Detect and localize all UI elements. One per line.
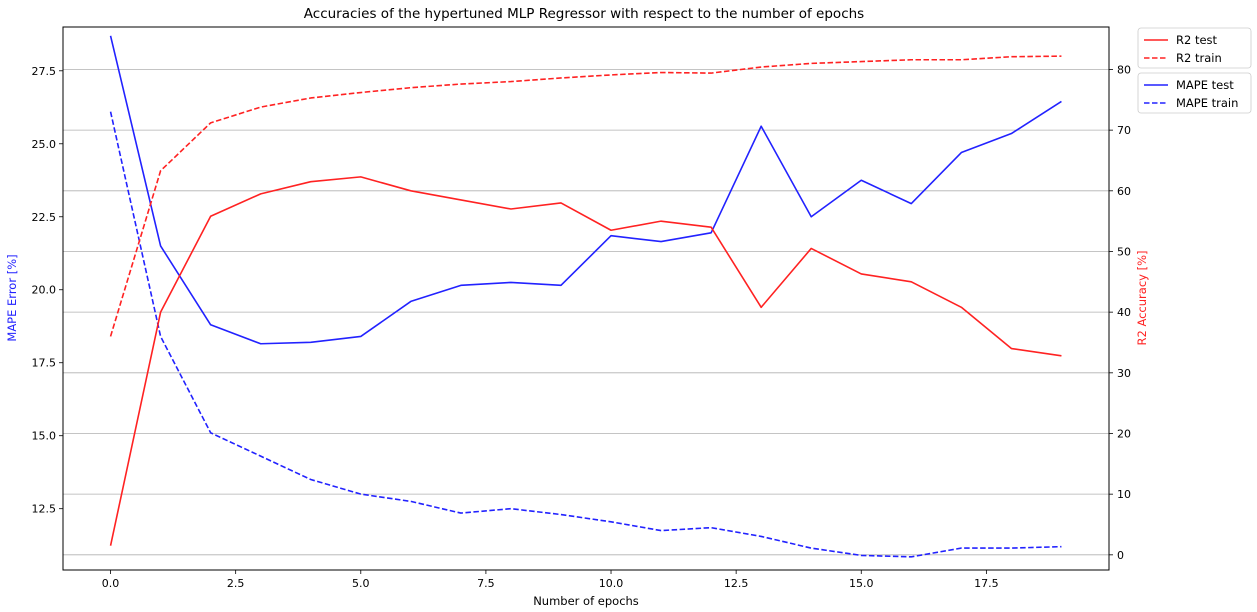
x-tick-label: 17.5	[974, 577, 999, 590]
y-axis-right-label: R2 Accuracy [%]	[1135, 250, 1149, 345]
y-left-tick-label: 27.5	[32, 65, 57, 78]
x-tick-label: 10.0	[599, 577, 624, 590]
y-right-tick-label: 70	[1117, 124, 1131, 137]
plot-frame	[62, 26, 1110, 571]
y-axis-right: 0 10 20 30 40 50 60 70 80	[1109, 63, 1131, 562]
y-right-tick-label: 0	[1117, 549, 1124, 562]
x-tick-label: 7.5	[477, 577, 495, 590]
y-left-tick-label: 20.0	[32, 284, 57, 297]
series-line-mape-train	[109, 111, 1062, 558]
y-left-tick-label: 17.5	[32, 357, 57, 370]
legend-label: MAPE train	[1176, 96, 1238, 110]
x-tick-label: 15.0	[849, 577, 874, 590]
y-left-tick-label: 12.5	[32, 503, 57, 516]
legend-box	[1137, 72, 1252, 114]
legend-box	[1137, 27, 1252, 69]
y-axis-left: 12.5 15.0 17.5 20.0 22.5 25.0 27.5	[32, 65, 63, 516]
x-tick-label: 0.0	[102, 577, 120, 590]
x-tick-label: 12.5	[724, 577, 749, 590]
legend-label: R2 train	[1176, 51, 1222, 65]
y-right-tick-label: 20	[1117, 427, 1131, 440]
x-tick-label: 5.0	[352, 577, 370, 590]
x-tick-label: 2.5	[227, 577, 245, 590]
legend-label: R2 test	[1176, 33, 1218, 47]
x-axis-label: Number of epochs	[533, 594, 639, 608]
series-line-r2-test	[109, 176, 1062, 546]
chart-title: Accuracies of the hypertuned MLP Regress…	[304, 6, 864, 22]
series-layer	[109, 35, 1062, 558]
y-right-tick-label: 10	[1117, 488, 1131, 501]
y-left-tick-label: 22.5	[32, 211, 57, 224]
series-line-r2-train	[109, 55, 1062, 337]
y-left-tick-label: 25.0	[32, 138, 57, 151]
grid-layer	[63, 69, 1109, 556]
y-right-tick-label: 40	[1117, 306, 1131, 319]
series-line-mape-test	[109, 35, 1062, 345]
y-left-tick-label: 15.0	[32, 430, 57, 443]
y-right-tick-label: 80	[1117, 63, 1131, 76]
y-right-tick-label: 60	[1117, 185, 1131, 198]
legend-layer: R2 test R2 train MAPE test MAPE train	[1137, 27, 1252, 114]
x-axis: 0.0 2.5 5.0 7.5 10.0 12.5 15.0 17.5	[102, 570, 999, 590]
y-axis-left-label: MAPE Error [%]	[5, 254, 19, 341]
legend-label: MAPE test	[1176, 78, 1234, 92]
y-right-tick-label: 50	[1117, 245, 1131, 258]
y-right-tick-label: 30	[1117, 367, 1131, 380]
